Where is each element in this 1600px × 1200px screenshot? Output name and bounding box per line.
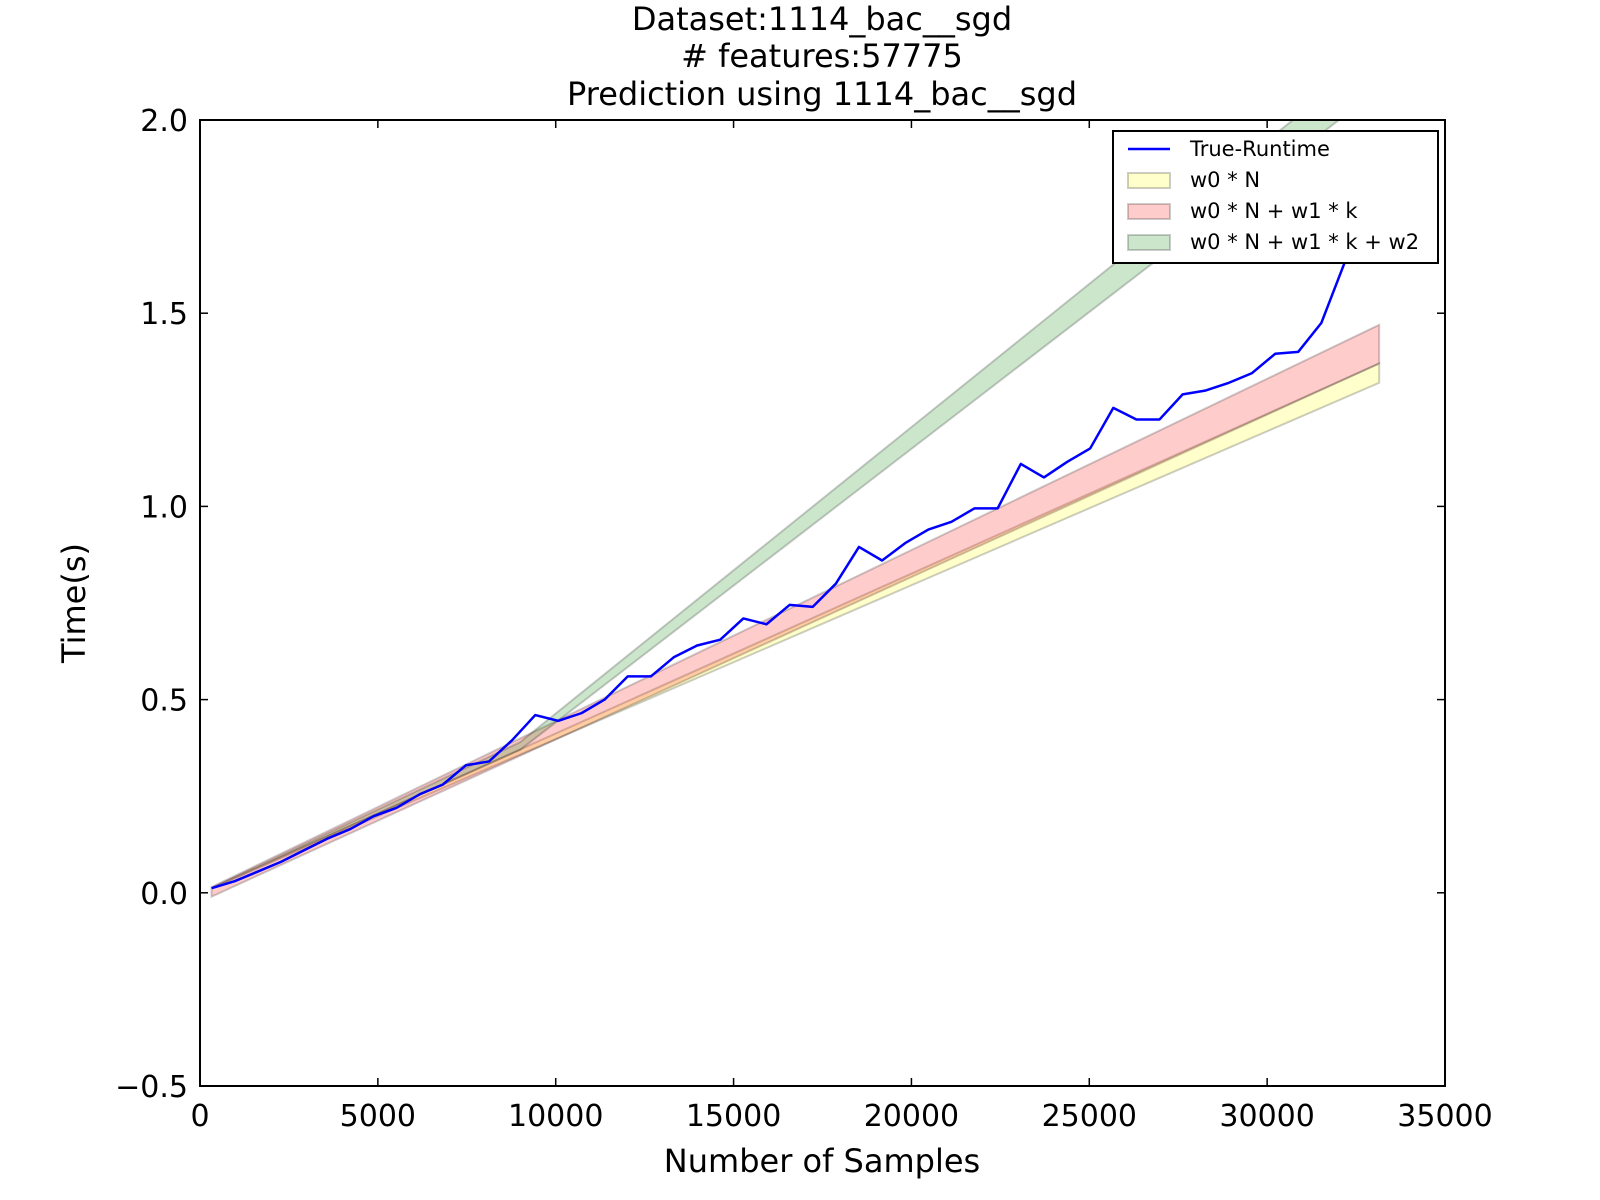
- x-tick-label: 20000: [864, 1099, 959, 1134]
- legend-entry-true-runtime: True-Runtime: [1128, 137, 1330, 161]
- plot-area: [210, 120, 1381, 899]
- legend-label: w0 * N: [1190, 168, 1260, 192]
- y-tick-label: 2.0: [140, 104, 188, 139]
- legend-label: w0 * N + w1 * k + w2: [1190, 230, 1419, 254]
- chart-title-line-1: Dataset:1114_bac__sgd: [632, 0, 1012, 38]
- x-tick-label: 5000: [340, 1099, 416, 1134]
- legend-entry-w0-n: w0 * N: [1127, 168, 1260, 192]
- x-axis-label: Number of Samples: [664, 1142, 980, 1180]
- band-w0-n-w1-k-w2: [211, 120, 1341, 890]
- chart-title: Dataset:1114_bac__sgd # features:57775 P…: [567, 0, 1077, 113]
- chart-title-line-2: # features:57775: [681, 37, 963, 75]
- legend-label: True-Runtime: [1189, 137, 1330, 161]
- legend-entry-w0-n-w1-k: w0 * N + w1 * k: [1127, 199, 1358, 223]
- y-axis: −0.5 0.0 0.5 1.0 1.5 2.0: [115, 104, 1445, 1105]
- y-tick-label: 0.0: [140, 877, 188, 912]
- x-axis: 0 5000 10000 15000 20000 25000 30000 35000: [190, 120, 1493, 1134]
- legend-swatch: [1127, 172, 1171, 189]
- x-tick-label: 10000: [508, 1099, 603, 1134]
- legend-entry-w0-n-w1-k-w2: w0 * N + w1 * k + w2: [1127, 230, 1419, 254]
- x-tick-label: 35000: [1397, 1099, 1492, 1134]
- x-tick-label: 30000: [1219, 1099, 1314, 1134]
- legend: True-Runtime w0 * N w0 * N + w1 * k w0 * N …: [1112, 130, 1439, 264]
- line-true-runtime: [211, 177, 1369, 890]
- legend-swatch: [1127, 203, 1171, 220]
- y-tick-label: 1.0: [140, 490, 188, 525]
- band-w0-n-w1-k: [210, 323, 1381, 899]
- legend-label: w0 * N + w1 * k: [1190, 199, 1358, 223]
- y-axis-label: Time(s): [55, 543, 93, 664]
- x-tick-label: 25000: [1042, 1099, 1137, 1134]
- band-w0-n: [211, 361, 1381, 890]
- legend-swatch: [1127, 234, 1171, 251]
- legend-box: [1112, 130, 1439, 264]
- x-tick-label: 0: [190, 1099, 209, 1134]
- x-tick-label: 15000: [686, 1099, 781, 1134]
- chart-title-line-3: Prediction using 1114_bac__sgd: [567, 75, 1077, 113]
- y-tick-label: 1.5: [140, 297, 188, 332]
- plot-frame: [199, 119, 1446, 1087]
- y-tick-label: −0.5: [115, 1070, 188, 1105]
- legend-entries: True-Runtime w0 * N w0 * N + w1 * k w0 * N …: [1127, 137, 1419, 254]
- y-tick-label: 0.5: [140, 684, 188, 719]
